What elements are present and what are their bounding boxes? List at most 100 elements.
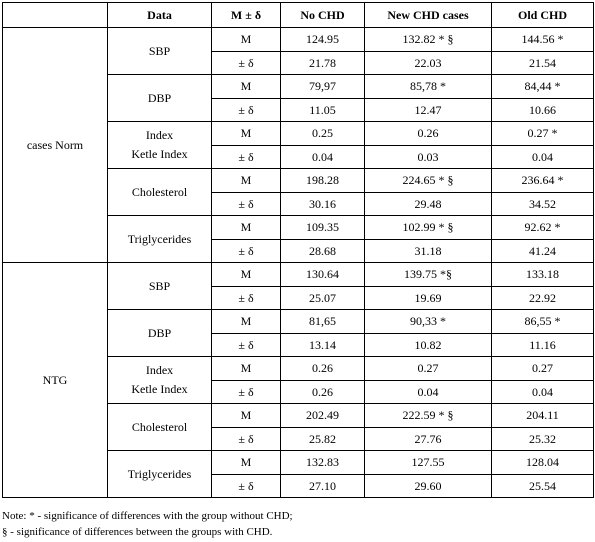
variable-label: Triglycerides <box>107 215 212 263</box>
stat-sd-label: ± δ <box>211 238 281 263</box>
variable-label-line: SBP <box>148 43 171 58</box>
cell-new-chd: 10.82 <box>364 332 492 357</box>
cell-old-chd: 0.27 <box>491 356 594 381</box>
cell-old-chd: 0.04 <box>491 379 594 404</box>
cell-new-chd: 102.99 * § <box>364 215 492 240</box>
stat-sd-label: ± δ <box>211 473 281 498</box>
table-row: NTG SBP M 130.64 139.75 *§ 133.18 <box>2 262 594 498</box>
header-no-chd: No CHD <box>280 2 365 28</box>
stat-sd-label: ± δ <box>211 97 281 122</box>
cell-old-chd: 21.54 <box>491 50 594 75</box>
variable-label-line: Cholesterol <box>131 184 188 199</box>
variable-label: Triglycerides <box>107 450 212 498</box>
variable-label-line: SBP <box>148 278 171 293</box>
cell-old-chd: 92.62 * <box>491 215 594 240</box>
cell-no-chd: 0.26 <box>280 379 365 404</box>
cell-old-chd: 144.56 * <box>491 27 594 52</box>
variable-label-line: DBP <box>147 325 172 340</box>
stat-mean-label: M <box>211 309 281 334</box>
cell-new-chd: 222.59 * § <box>364 403 492 428</box>
cell-new-chd: 0.27 <box>364 356 492 381</box>
cell-no-chd: 109.35 <box>280 215 365 240</box>
cell-new-chd: 0.03 <box>364 144 492 169</box>
cell-no-chd: 0.04 <box>280 144 365 169</box>
cell-old-chd: 204.11 <box>491 403 594 428</box>
cell-old-chd: 0.27 * <box>491 121 594 146</box>
cell-new-chd: 29.48 <box>364 191 492 216</box>
cell-no-chd: 30.16 <box>280 191 365 216</box>
cell-no-chd: 13.14 <box>280 332 365 357</box>
stat-sd-label: ± δ <box>211 285 281 310</box>
variable-label-line: Ketle Index <box>131 147 188 161</box>
cell-no-chd: 25.07 <box>280 285 365 310</box>
stat-mean-label: M <box>211 262 281 287</box>
stat-sd-label: ± δ <box>211 426 281 451</box>
table-row: ± δ 27.10 29.60 25.54 <box>3 473 594 498</box>
stat-mean-label: M <box>211 121 281 146</box>
variable-label-line: Ketle Index <box>131 382 188 396</box>
cell-no-chd: 21.78 <box>280 50 365 75</box>
table-row: Cholesterol M 202.49 222.59 * § 204.11 <box>3 403 594 451</box>
table-row: ± δ 0.04 0.03 0.04 <box>3 144 594 169</box>
table-row: ± δ 11.05 12.47 10.66 <box>3 97 594 122</box>
cell-no-chd: 11.05 <box>280 97 365 122</box>
variable-label: Cholesterol <box>107 403 212 451</box>
table-row: ± δ 0.26 0.04 0.04 <box>3 379 594 404</box>
stat-sd-label: ± δ <box>211 50 281 75</box>
stat-mean-label: M <box>211 403 281 428</box>
header-spacer <box>2 2 108 28</box>
cell-old-chd: 22.92 <box>491 285 594 310</box>
cell-new-chd: 12.47 <box>364 97 492 122</box>
cell-old-chd: 128.04 <box>491 450 594 475</box>
variable-label-line: Triglycerides <box>127 231 192 246</box>
cell-new-chd: 22.03 <box>364 50 492 75</box>
stat-mean-label: M <box>211 27 281 52</box>
cell-no-chd: 198.28 <box>280 168 365 193</box>
header-data: Data <box>107 2 212 28</box>
footnote-significance-no-chd: Note: * - significance of differences wi… <box>2 510 293 522</box>
cell-no-chd: 132.83 <box>280 450 365 475</box>
cell-no-chd: 28.68 <box>280 238 365 263</box>
table-row: ± δ 28.68 31.18 41.24 <box>3 238 594 263</box>
cell-new-chd: 0.26 <box>364 121 492 146</box>
cell-no-chd: 27.10 <box>280 473 365 498</box>
group-label: NTG <box>2 262 108 498</box>
cell-old-chd: 25.32 <box>491 426 594 451</box>
cell-no-chd: 0.25 <box>280 121 365 146</box>
table-row: cases Norm SBP M 124.95 132.82 * § 144.56 * <box>2 27 594 263</box>
stat-mean-label: M <box>211 168 281 193</box>
cell-old-chd: 236.64 * <box>491 168 594 193</box>
cell-old-chd: 25.54 <box>491 473 594 498</box>
cell-new-chd: 27.76 <box>364 426 492 451</box>
cell-new-chd: 85,78 * <box>364 74 492 99</box>
header-new-chd: New CHD cases <box>364 2 492 28</box>
cell-new-chd: 132.82 * § <box>364 27 492 52</box>
table-row: Triglycerides M 132.83 127.55 128.04 <box>3 450 594 498</box>
table-row: ± δ 25.07 19.69 22.92 <box>3 285 594 310</box>
variable-label: Index Ketle Index <box>107 121 212 169</box>
cell-old-chd: 34.52 <box>491 191 594 216</box>
variable-label-line: Cholesterol <box>131 419 188 434</box>
cell-old-chd: 41.24 <box>491 238 594 263</box>
cell-old-chd: 84,44 * <box>491 74 594 99</box>
variable-label: DBP <box>107 309 212 357</box>
cell-new-chd: 224.65 * § <box>364 168 492 193</box>
cell-no-chd: 79,97 <box>280 74 365 99</box>
cell-new-chd: 31.18 <box>364 238 492 263</box>
cell-old-chd: 86,55 * <box>491 309 594 334</box>
table-row: Index Ketle Index M 0.25 0.26 0.27 * <box>3 121 594 169</box>
cell-no-chd: 0.26 <box>280 356 365 381</box>
variable-label-line: Index <box>145 128 174 142</box>
stat-mean-label: M <box>211 450 281 475</box>
variable-label: SBP <box>107 262 212 310</box>
table-row: ± δ 21.78 22.03 21.54 <box>3 50 594 75</box>
variable-label: Cholesterol <box>107 168 212 216</box>
stat-mean-label: M <box>211 74 281 99</box>
variable-label: Index Ketle Index <box>107 356 212 404</box>
variable-label: SBP <box>107 27 212 75</box>
stat-mean-label: M <box>211 215 281 240</box>
variable-label-line: Triglycerides <box>127 466 192 481</box>
header-old-chd: Old CHD <box>491 2 594 28</box>
variable-label: DBP <box>107 74 212 122</box>
table-row: DBP M 79,97 85,78 * 84,44 * <box>3 74 594 122</box>
